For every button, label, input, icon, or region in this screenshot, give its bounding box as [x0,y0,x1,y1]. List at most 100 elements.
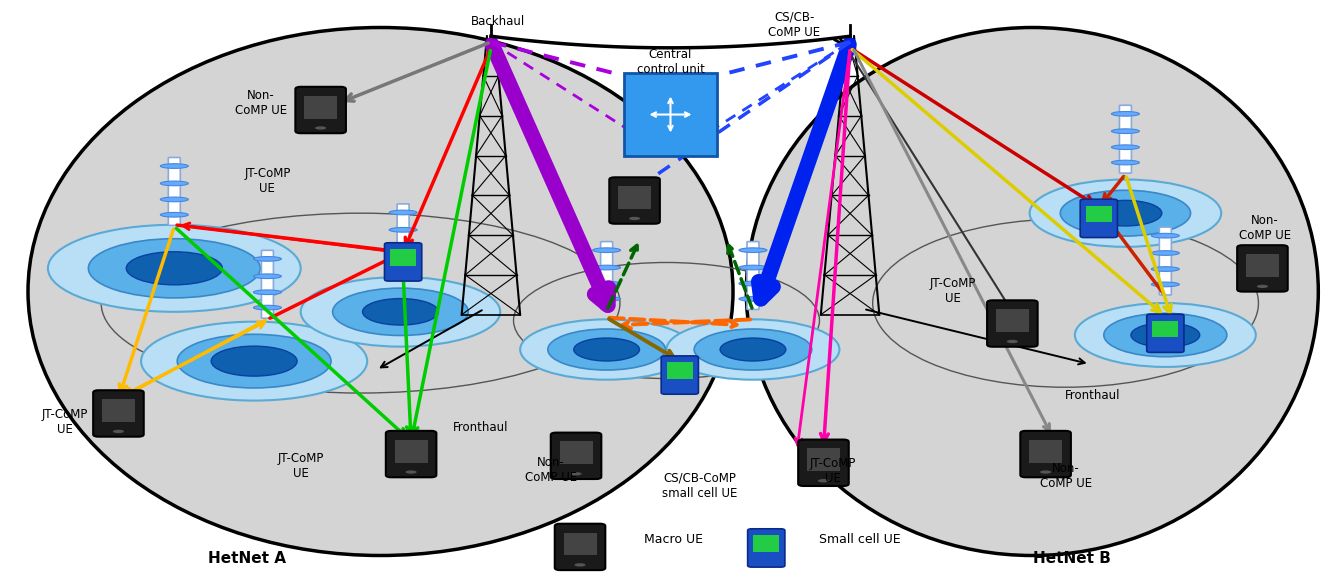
FancyBboxPatch shape [564,532,597,556]
Ellipse shape [573,338,640,361]
Ellipse shape [593,265,621,270]
FancyBboxPatch shape [384,243,421,281]
Ellipse shape [593,297,621,301]
FancyBboxPatch shape [560,441,593,464]
Ellipse shape [253,290,281,294]
FancyBboxPatch shape [395,440,428,462]
Ellipse shape [520,319,693,380]
Ellipse shape [1130,323,1200,347]
FancyBboxPatch shape [986,300,1037,347]
Ellipse shape [746,27,1318,556]
Ellipse shape [160,197,188,202]
FancyBboxPatch shape [1029,440,1062,462]
Text: Non-
CoMP UE: Non- CoMP UE [1040,462,1092,490]
Ellipse shape [389,259,417,264]
Ellipse shape [1040,470,1052,474]
Ellipse shape [1257,285,1268,288]
Ellipse shape [1060,190,1190,236]
FancyBboxPatch shape [261,250,273,318]
FancyBboxPatch shape [1020,431,1070,477]
Ellipse shape [694,329,812,370]
FancyBboxPatch shape [555,524,605,570]
Ellipse shape [160,212,188,217]
Ellipse shape [160,181,188,186]
Ellipse shape [1152,282,1180,287]
Ellipse shape [253,274,281,279]
Ellipse shape [177,334,331,388]
Ellipse shape [211,346,297,376]
Text: JT-CoMP
UE: JT-CoMP UE [43,408,88,436]
Ellipse shape [720,338,786,361]
FancyBboxPatch shape [806,448,840,471]
Text: Fronthaul: Fronthaul [452,422,508,434]
Ellipse shape [1112,129,1140,134]
Text: Non-
CoMP UE: Non- CoMP UE [525,456,577,484]
Ellipse shape [88,238,260,298]
FancyBboxPatch shape [101,399,135,422]
FancyBboxPatch shape [93,390,144,437]
Text: Backhaul: Backhaul [471,15,525,28]
Ellipse shape [389,244,417,248]
Ellipse shape [160,164,188,168]
Text: Non-
CoMP UE: Non- CoMP UE [1240,214,1292,242]
FancyBboxPatch shape [551,433,601,479]
Ellipse shape [113,430,124,433]
FancyBboxPatch shape [609,177,660,224]
Ellipse shape [1006,340,1018,343]
Text: Non-
CoMP UE: Non- CoMP UE [235,89,287,117]
FancyBboxPatch shape [1086,206,1112,223]
FancyBboxPatch shape [1080,199,1117,237]
Ellipse shape [141,322,367,401]
Ellipse shape [738,265,766,270]
Ellipse shape [1152,251,1180,255]
Text: JT-CoMP
UE: JT-CoMP UE [277,452,324,480]
Text: CS/CB-
CoMP UE: CS/CB- CoMP UE [768,10,820,38]
FancyBboxPatch shape [1120,106,1132,173]
FancyBboxPatch shape [624,73,717,156]
Ellipse shape [593,281,621,286]
FancyBboxPatch shape [1246,254,1278,277]
Ellipse shape [575,563,585,567]
Ellipse shape [1104,313,1226,357]
Ellipse shape [629,217,640,220]
Ellipse shape [818,479,829,482]
FancyBboxPatch shape [619,186,651,209]
Text: JT-CoMP
UE: JT-CoMP UE [244,167,291,195]
Ellipse shape [571,472,581,476]
Ellipse shape [1152,233,1180,238]
FancyBboxPatch shape [1152,321,1178,338]
FancyBboxPatch shape [601,241,613,310]
Ellipse shape [1074,303,1256,367]
Ellipse shape [738,281,766,286]
Ellipse shape [315,127,327,129]
FancyBboxPatch shape [666,362,693,379]
FancyBboxPatch shape [1146,314,1184,352]
FancyBboxPatch shape [168,157,180,226]
Ellipse shape [1152,266,1180,271]
Ellipse shape [1112,111,1140,116]
Text: HetNet B: HetNet B [1033,551,1112,566]
Ellipse shape [405,470,417,474]
Ellipse shape [333,288,468,335]
FancyBboxPatch shape [746,241,758,310]
Text: Central
control unit: Central control unit [637,48,704,76]
Text: Small cell UE: Small cell UE [820,533,901,546]
FancyBboxPatch shape [391,249,416,266]
Ellipse shape [548,329,665,370]
Ellipse shape [253,257,281,261]
Text: Macro UE: Macro UE [644,533,702,546]
FancyBboxPatch shape [1160,227,1172,295]
Ellipse shape [593,248,621,252]
FancyBboxPatch shape [748,529,785,567]
Ellipse shape [127,252,223,285]
FancyBboxPatch shape [296,87,347,133]
FancyBboxPatch shape [304,96,337,118]
Text: JT-CoMP
UE: JT-CoMP UE [929,278,976,305]
Ellipse shape [253,305,281,310]
Text: CS/CB-CoMP
small cell UE: CS/CB-CoMP small cell UE [663,472,737,500]
FancyBboxPatch shape [661,356,698,394]
Ellipse shape [363,298,439,325]
Ellipse shape [1029,180,1221,247]
Ellipse shape [48,225,301,312]
Ellipse shape [301,277,500,347]
